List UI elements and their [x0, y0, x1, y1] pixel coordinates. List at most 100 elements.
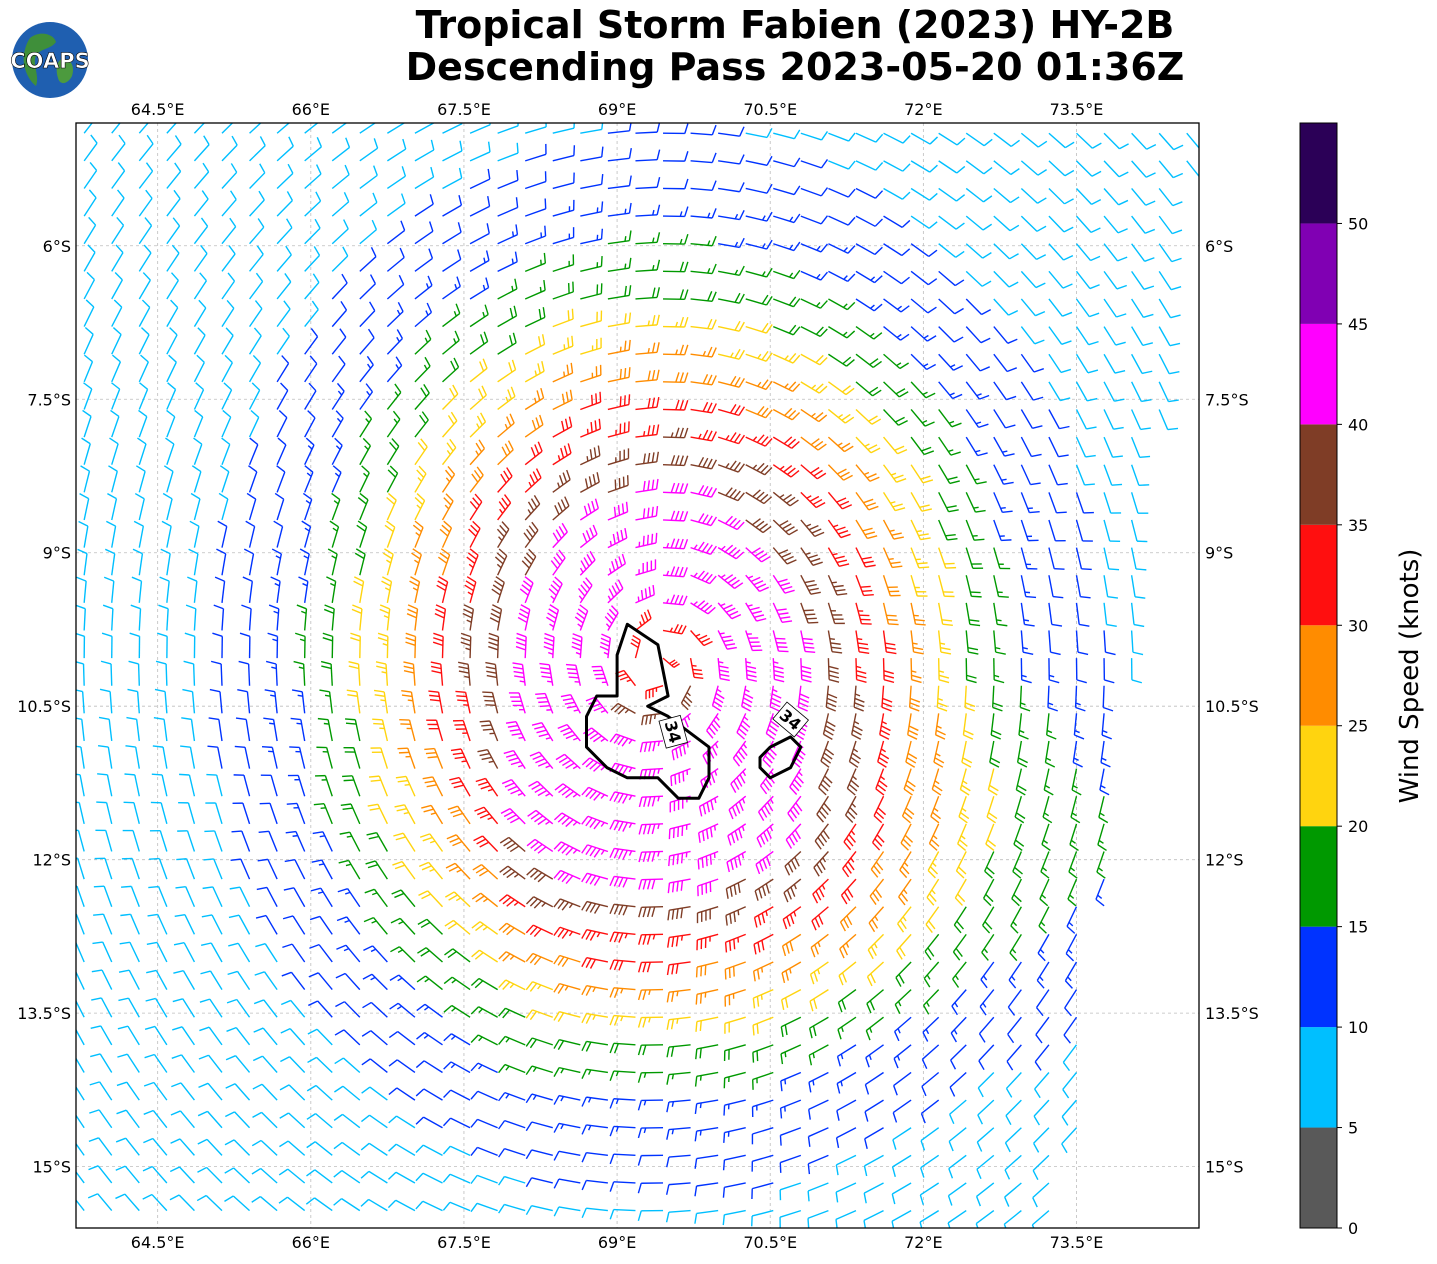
wind-barb [1131, 353, 1153, 375]
wind-barb [635, 123, 661, 134]
wind-barb [338, 859, 361, 880]
wind-barb [286, 802, 306, 825]
wind-barb [1130, 492, 1149, 514]
wind-barb [1103, 381, 1125, 402]
wind-barb [386, 356, 403, 383]
wind-barb [989, 740, 1001, 768]
wind-barb [445, 891, 471, 908]
wind-barb [166, 162, 182, 189]
wind-barb [867, 933, 885, 960]
wind-barb [581, 956, 609, 969]
wind-barb [270, 576, 281, 603]
wind-barb [501, 778, 526, 797]
wind-barb [755, 850, 774, 875]
wind-barb [471, 921, 499, 935]
wind-barb [690, 291, 717, 302]
wind-barb [1005, 1099, 1022, 1126]
wind-barb [965, 353, 990, 372]
wind-barb [436, 576, 449, 604]
wind-barb [581, 1040, 609, 1052]
wind-barb [539, 662, 554, 686]
wind-barb [264, 689, 278, 714]
wind-barb [993, 270, 1019, 288]
wind-barb [780, 1016, 802, 1038]
wind-barb [470, 1034, 498, 1046]
wind-barb [304, 327, 319, 355]
wind-barb [730, 768, 747, 793]
wind-barb [424, 747, 444, 769]
wind-barb [638, 933, 664, 945]
wind-barb [993, 519, 1012, 542]
wind-barb [166, 354, 177, 383]
wind-barb [1044, 740, 1056, 768]
wind-barb [717, 348, 745, 360]
wind-barb [138, 244, 152, 272]
wind-barb [827, 602, 845, 625]
wind-barb [1003, 1210, 1022, 1228]
wind-barb [1065, 934, 1078, 962]
wind-barb [248, 437, 259, 465]
wind-barb [663, 372, 689, 384]
wind-barb [296, 604, 308, 631]
wind-barb [108, 465, 118, 493]
wind-barb [807, 1154, 829, 1175]
wind-barb [331, 382, 345, 410]
wind-barb [322, 632, 334, 659]
wind-barb [1048, 575, 1064, 599]
wind-barb [557, 723, 581, 742]
wind-barb [745, 489, 773, 505]
wind-barb [637, 988, 664, 1001]
wind-barb [984, 851, 995, 879]
wind-barb [865, 1016, 884, 1041]
wind-barb [323, 604, 335, 631]
wind-barb [80, 465, 91, 493]
wind-barb [773, 185, 801, 196]
wind-barb [391, 889, 416, 908]
wind-barb [773, 213, 801, 224]
colorbar-frame [1299, 122, 1338, 1229]
wind-barb [772, 519, 798, 536]
wind-barb [525, 1177, 553, 1188]
wind-barb [519, 576, 534, 604]
wind-barb [1020, 464, 1041, 486]
wind-barb [800, 298, 828, 309]
wind-barb [882, 602, 899, 626]
wind-barb [717, 602, 742, 620]
wind-barb [875, 768, 888, 796]
wind-barb [1047, 685, 1058, 712]
wind-barb [166, 409, 176, 438]
wind-barb [340, 803, 361, 825]
wind-barb [1103, 188, 1129, 206]
wind-barb [158, 604, 169, 631]
wind-barb [248, 382, 261, 410]
wind-barb [497, 224, 519, 245]
wind-barb [1039, 878, 1050, 907]
wind-barb [381, 576, 393, 603]
wind-barb [663, 123, 689, 135]
wind-barb [864, 1099, 884, 1122]
wind-barb [360, 1142, 388, 1156]
wind-barb [469, 277, 490, 300]
wind-barb [470, 1006, 498, 1018]
wind-barb [111, 299, 123, 327]
wind-barb [251, 1195, 278, 1212]
wind-barb [965, 243, 992, 259]
wind-barb [698, 795, 719, 817]
colorbar-swatch [1300, 524, 1337, 626]
wind-barb [359, 328, 375, 355]
wind-barb [77, 548, 88, 576]
wind-barb [430, 661, 444, 686]
wind-barb [1097, 823, 1107, 852]
wind-barb [525, 1204, 553, 1216]
wind-barb [309, 915, 333, 935]
wind-barb [1103, 575, 1119, 599]
wind-barb [76, 689, 85, 714]
wind-barb [828, 243, 856, 254]
wind-barb [418, 861, 444, 880]
wind-barb [553, 1010, 581, 1022]
wind-barb [76, 773, 85, 797]
wind-barb [224, 1139, 251, 1156]
contour-label: 34 [658, 714, 688, 749]
wind-barb [421, 804, 444, 825]
wind-barb [883, 215, 911, 228]
